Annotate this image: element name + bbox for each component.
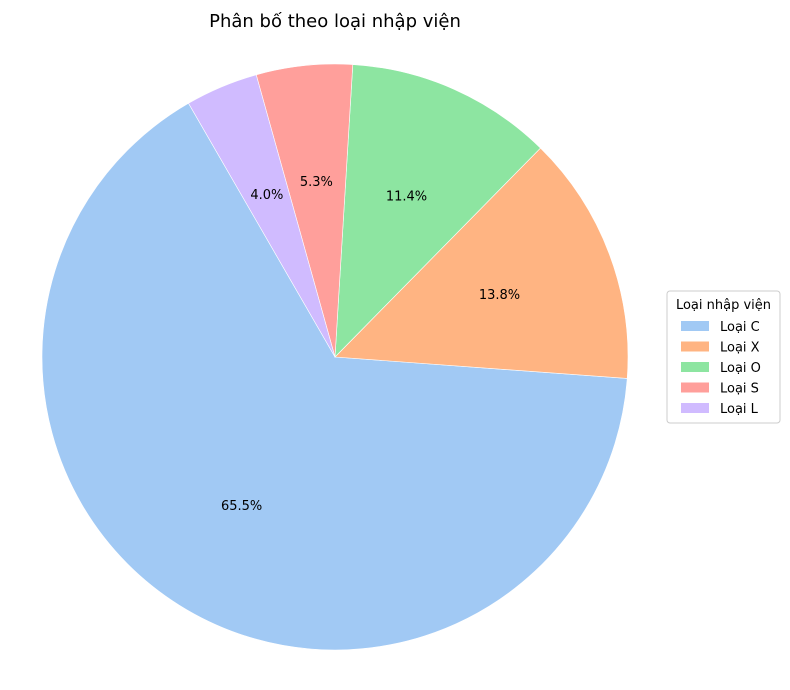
pie-pct-labels: 65.5% 13.8% 11.4% 5.3% 4.0% [221, 175, 520, 514]
legend-swatch-1 [681, 321, 709, 331]
pie-slice-3 [334, 64, 541, 358]
legend-items: Loại C Loại X Loại O Loại S Loại L [681, 320, 761, 417]
pie-slice-2 [334, 147, 629, 379]
pie-pct-label-3: 11.4% [386, 189, 427, 204]
legend-label-1: Loại C [720, 320, 760, 335]
pie-slice-5 [188, 74, 336, 358]
pie-pct-label-5: 4.0% [250, 188, 283, 203]
legend-swatch-3 [681, 362, 709, 372]
pie-pct-label-4: 5.3% [300, 175, 333, 190]
pie-pct-label-2: 13.8% [479, 288, 520, 303]
legend-label-5: Loại L [720, 402, 759, 417]
legend-label-3: Loại O [720, 361, 761, 376]
legend-label-2: Loại X [720, 341, 760, 356]
pie-slice-1 [41, 102, 628, 651]
chart-title: Phân bố theo loại nhập viện [209, 11, 461, 32]
legend-label-4: Loại S [720, 382, 759, 397]
legend-swatch-4 [681, 382, 709, 393]
legend-swatch-2 [681, 341, 709, 352]
pie-slices [41, 63, 629, 651]
legend-swatch-5 [681, 403, 709, 413]
pie-pct-label-1: 65.5% [221, 499, 262, 514]
legend-title: Loại nhập viện [676, 298, 771, 313]
